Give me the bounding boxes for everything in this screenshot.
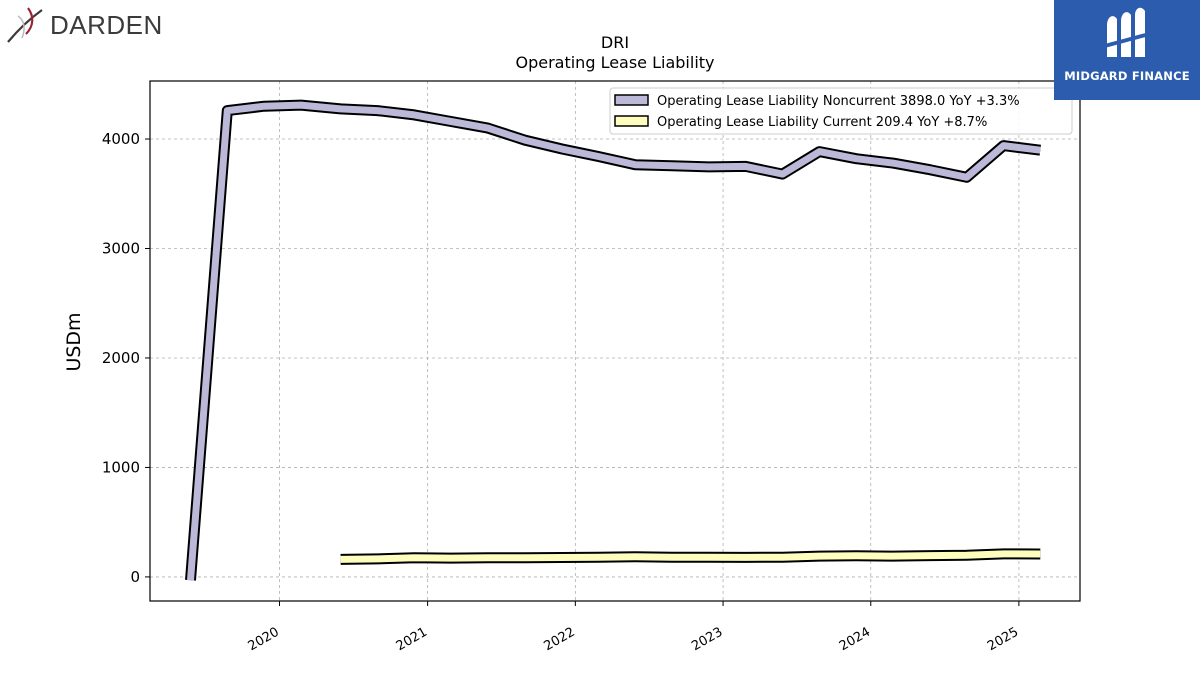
x-tick-label: 2023 [689,625,725,655]
plot-frame [149,80,1081,602]
midgard-logo-text: MIDGARD FINANCE [1064,69,1190,83]
series-layer [185,99,1041,581]
legend: Operating Lease Liability Noncurrent 389… [609,87,1073,135]
y-tick-label: 1000 [102,458,140,476]
darden-logo-text: DARDEN [50,9,163,40]
legend-box [609,87,1073,135]
y-axis-label: USDm [63,312,85,371]
y-axis: 0 1000 2000 3000 4000 [102,130,150,586]
x-tick-label: 2024 [837,625,873,655]
series-line-noncurrent [187,101,1041,581]
x-tick-label: 2021 [394,625,430,655]
legend-swatch-current [614,115,649,127]
y-tick-label: 0 [130,568,140,586]
legend-swatch-noncurrent [614,94,649,106]
darden-logo: DARDEN [4,4,163,46]
y-tick-label: 4000 [102,130,140,148]
chart-title: DRI [601,33,629,52]
legend-label-noncurrent: Operating Lease Liability Noncurrent 389… [657,94,1020,109]
x-axis: 2020 2021 2022 2023 2024 2025 [246,601,1021,655]
midgard-logo-mark-icon [1101,7,1153,58]
series-line-noncurrent-outline [185,99,1041,581]
x-tick-label: 2020 [246,625,282,655]
y-tick-label: 3000 [102,239,140,257]
x-tick-label: 2025 [985,625,1021,655]
darden-logo-mark-icon [7,7,43,43]
x-tick-label: 2022 [542,625,578,655]
y-tick-label: 2000 [102,349,140,367]
series-line-current [340,550,1041,563]
midgard-finance-logo: MIDGARD FINANCE [1054,0,1200,100]
legend-label-current: Operating Lease Liability Current 209.4 … [657,115,987,130]
chart-subtitle: Operating Lease Liability [515,53,714,72]
grid-lines [150,81,1080,601]
